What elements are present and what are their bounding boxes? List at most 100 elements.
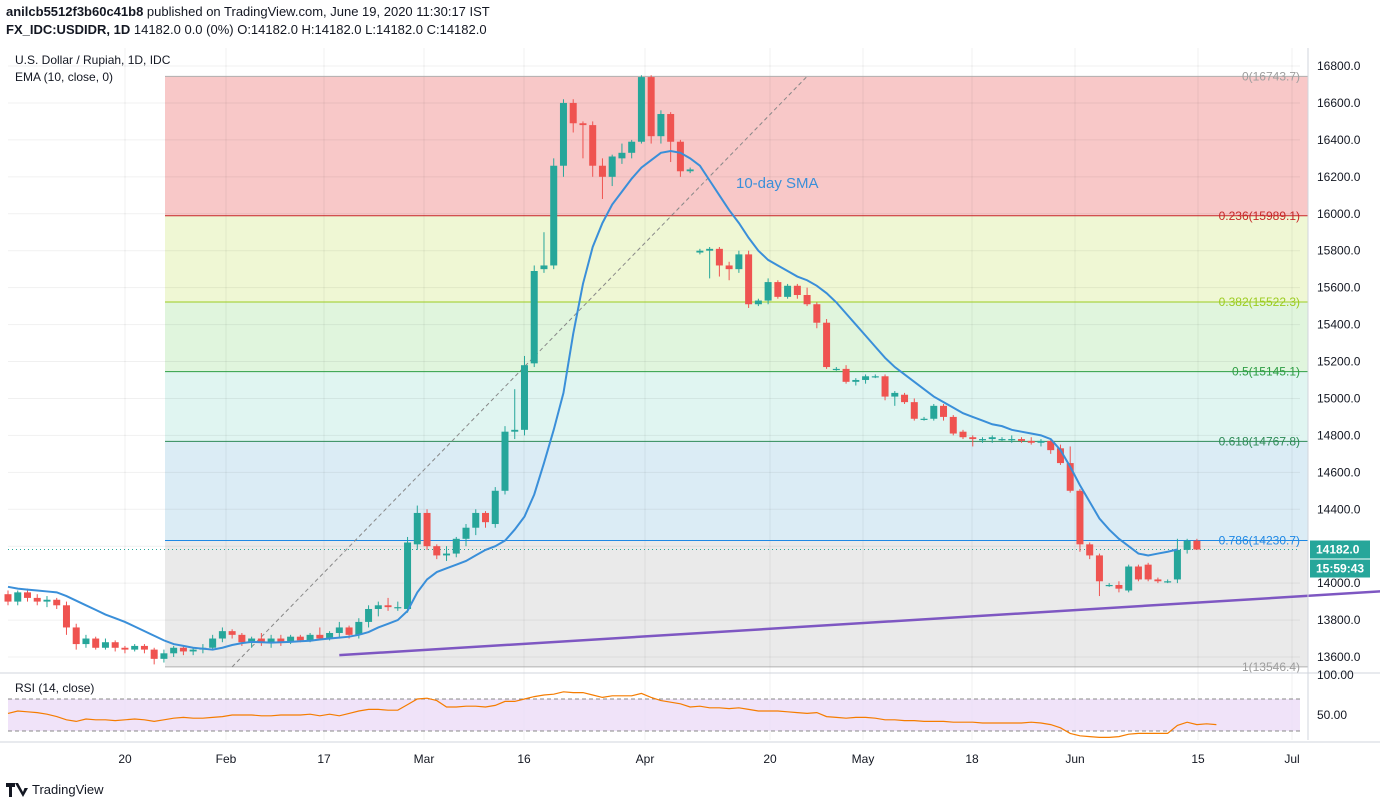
candle-body — [4, 594, 12, 602]
time-tick-label: 17 — [317, 752, 331, 766]
candle-body — [1193, 540, 1201, 550]
publish-line: anilcb5512f3b60c41b8 published on Tradin… — [6, 4, 490, 19]
candle-body — [160, 653, 168, 659]
candle-body — [754, 300, 762, 305]
candle-body — [589, 125, 597, 166]
candle-body — [62, 605, 70, 628]
candle-body — [101, 642, 109, 648]
candle-body — [365, 608, 373, 622]
candle-body — [72, 627, 80, 645]
price-tick-label: 15600.0 — [1317, 281, 1361, 295]
rsi-line — [7, 691, 1217, 739]
fib-band — [165, 301, 1308, 372]
price-tick-label: 16800.0 — [1317, 59, 1361, 73]
candle-body — [832, 368, 840, 371]
ohlc-values: 14182.0 0.0 (0%) O:14182.0 H:14182.0 L:1… — [130, 22, 487, 37]
candle-body — [959, 431, 967, 438]
symbol-code: FX_IDC:USDIDR, 1D — [6, 22, 131, 37]
price-tick-label: 16000.0 — [1317, 207, 1361, 221]
candle-body — [608, 156, 616, 177]
tradingview-logo-icon — [6, 782, 28, 797]
candle-body — [891, 392, 899, 397]
candle-body — [579, 123, 587, 126]
candle-body — [1164, 581, 1172, 583]
fib-band — [165, 76, 1308, 216]
candle-body — [842, 368, 850, 382]
price-tick-label: 14000.0 — [1317, 576, 1361, 590]
candle-body — [1008, 439, 1016, 441]
candle-body — [852, 379, 860, 382]
rsi-pane: 50.00 100.00 — [0, 668, 1380, 739]
candle-body — [784, 285, 792, 297]
candle-body — [287, 636, 295, 643]
candle-body — [404, 542, 412, 609]
fib-anchor-line — [231, 76, 808, 668]
candle-body — [345, 627, 353, 635]
candle-body — [706, 248, 714, 251]
support-trendline — [339, 590, 1380, 657]
candle-body — [1086, 544, 1094, 556]
price-tick-label: 16200.0 — [1317, 170, 1361, 184]
symbol-line: FX_IDC:USDIDR, 1D 14182.0 0.0 (0%) O:141… — [6, 22, 487, 37]
price-tick-label: 14400.0 — [1317, 502, 1361, 516]
candle-body — [696, 250, 704, 253]
fib-label: 0.5(15145.1) — [1232, 365, 1300, 379]
publisher-name: anilcb5512f3b60c41b8 — [6, 4, 144, 19]
price-tick-label: 15200.0 — [1317, 355, 1361, 369]
candle-body — [43, 599, 51, 602]
candle-body — [92, 638, 100, 648]
candle-body — [1066, 463, 1074, 491]
time-tick-label: Apr — [636, 752, 655, 766]
price-tick-label: 15400.0 — [1317, 318, 1361, 332]
countdown-text: 15:59:43 — [1316, 562, 1364, 576]
publish-info: published on TradingView.com, June 19, 2… — [143, 4, 490, 19]
candle-body — [296, 636, 304, 641]
candle-body — [433, 546, 441, 556]
fib-band — [165, 441, 1308, 541]
price-axis: 13600.013800.014000.014200.014400.014600… — [1307, 48, 1361, 740]
candle-body — [452, 538, 460, 554]
rsi-tick-label: 100.00 — [1317, 668, 1354, 682]
candle-body — [179, 647, 187, 652]
candle-body — [189, 649, 197, 652]
candle-body — [910, 402, 918, 419]
candle-body — [745, 254, 753, 305]
candle-body — [1056, 448, 1064, 464]
candle-body — [930, 405, 938, 419]
candle-body — [326, 632, 334, 639]
last-price-badge — [1310, 540, 1370, 559]
candle-body — [676, 141, 684, 172]
fib-lines — [165, 75, 1308, 668]
candle-body — [1017, 439, 1025, 441]
price-tick-label: 16400.0 — [1317, 133, 1361, 147]
price-tick-label: 15800.0 — [1317, 244, 1361, 258]
time-tick-label: 18 — [965, 752, 979, 766]
candle-body — [540, 265, 548, 270]
candle-body — [559, 102, 567, 166]
fib-label: 1(13546.4) — [1242, 660, 1300, 674]
candle-body — [131, 645, 139, 650]
candle-body — [686, 169, 694, 172]
candle-body — [823, 322, 831, 368]
candle-body — [140, 645, 148, 650]
candle-body — [218, 631, 226, 639]
candle-body — [598, 165, 606, 177]
price-tick-label: 13600.0 — [1317, 650, 1361, 664]
candle-body — [1037, 440, 1045, 443]
footer: TradingView — [6, 782, 104, 797]
time-tick-label: 15 — [1191, 752, 1205, 766]
ema-line — [7, 149, 1178, 651]
fib-label: 0(16743.7) — [1242, 69, 1300, 83]
fib-band — [165, 540, 1308, 667]
candle-body — [306, 634, 314, 641]
time-tick-label: Jun — [1065, 752, 1084, 766]
candle-body — [637, 77, 645, 142]
candle-body — [1125, 566, 1133, 591]
annotations: 10-day SMA — [736, 175, 819, 192]
candle-body — [491, 490, 499, 525]
candle-body — [394, 607, 402, 609]
candle-body — [988, 437, 996, 440]
candle-body — [657, 114, 665, 137]
fib-label: 0.786(14230.7) — [1219, 534, 1300, 548]
